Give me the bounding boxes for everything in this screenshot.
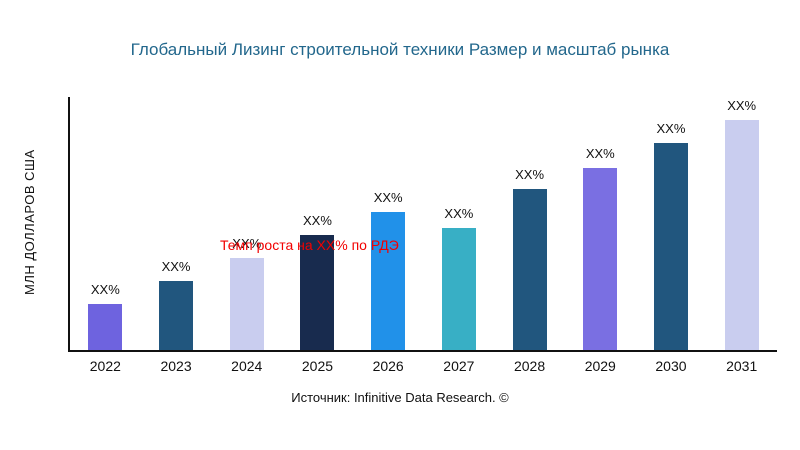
bar-value-label: XX% (656, 121, 686, 136)
bar-group: XX% (494, 167, 565, 350)
bar (653, 143, 688, 350)
y-axis-label: МЛН ДОЛЛАРОВ США (22, 149, 37, 296)
bar (512, 189, 547, 350)
bar-value-label: XX% (232, 236, 262, 251)
bar (159, 281, 194, 350)
bar-value-label: XX% (515, 167, 545, 182)
bar-group: XX% (282, 213, 353, 350)
chart-title: Глобальный Лизинг строительной техники Р… (130, 40, 670, 59)
x-tick-label: 2030 (655, 358, 687, 374)
x-tick-label: 2028 (513, 358, 546, 374)
bar (441, 228, 476, 350)
x-tick-label: 2025 (301, 358, 334, 374)
source-attribution: Источник: Infinitive Data Research. © (291, 390, 509, 405)
bar-group: XX% (141, 259, 212, 350)
bar (229, 258, 264, 350)
x-tick-label: 2023 (160, 358, 192, 374)
bar-group: XX% (424, 206, 495, 350)
x-tick-label: 2024 (231, 358, 263, 374)
growth-note: Темп роста на XX% по РДЭ (220, 237, 399, 253)
bar (300, 235, 335, 350)
x-tick-label: 2026 (372, 358, 404, 374)
bar-group: XX% (211, 236, 282, 350)
bar-group: XX% (706, 98, 777, 350)
bar-value-label: XX% (373, 190, 403, 205)
bar-value-label: XX% (90, 282, 120, 297)
bar-value-label: XX% (303, 213, 332, 228)
x-axis-labels: 2022 2023 2024 2025 2026 2027 2028 2029 2030 2031 (70, 358, 777, 374)
bar (88, 304, 123, 350)
plot-area: XX% XX% XX% XX% XX% XX% XX% XX% XX% XX% Темп рост… (68, 97, 777, 352)
bar (583, 168, 618, 350)
bar-group: XX% (565, 146, 636, 350)
bar-value-label: XX% (444, 206, 474, 222)
bar-group: XX% (353, 190, 424, 350)
bar-value-label: XX% (585, 146, 615, 162)
bar-value-label: XX% (727, 98, 757, 113)
x-tick-label: 2031 (726, 358, 758, 374)
bar-group: XX% (636, 121, 707, 350)
bars: XX% XX% XX% XX% XX% XX% XX% XX% XX% XX% (70, 97, 777, 350)
x-tick-label: 2029 (584, 358, 616, 374)
x-tick-label: 2022 (89, 358, 121, 374)
x-tick-label: 2027 (443, 358, 475, 374)
bar (724, 120, 759, 350)
bar (371, 212, 406, 350)
bar-group: XX% (70, 282, 141, 350)
bar-value-label: XX% (161, 259, 191, 274)
